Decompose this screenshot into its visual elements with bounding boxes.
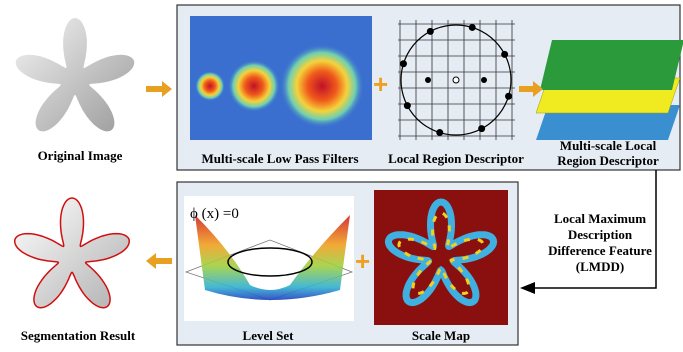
- center: [453, 77, 459, 83]
- label: Level Set: [243, 328, 295, 343]
- equation: ϕ (x) =0: [190, 206, 239, 222]
- label: Local Region Descriptor: [388, 151, 524, 166]
- label: Multi-scale Low Pass Filters: [201, 151, 358, 166]
- label: Difference Feature: [548, 243, 652, 258]
- point: [404, 102, 411, 109]
- label: Scale Map: [412, 328, 470, 343]
- original-shape: [16, 18, 135, 131]
- filter-large: [280, 44, 364, 128]
- svg-text:+: +: [355, 246, 370, 276]
- label: Multi-scale Local: [560, 138, 657, 153]
- point: [481, 77, 487, 83]
- label: Region Descriptor: [557, 153, 659, 168]
- svg-text:+: +: [373, 69, 388, 99]
- point: [469, 24, 476, 31]
- point: [425, 77, 431, 83]
- point: [478, 125, 485, 132]
- diagram: + + Original Image Multi-scale Low Pass F…: [0, 0, 683, 352]
- label: Local Maximum: [554, 211, 646, 226]
- layer: [540, 40, 683, 90]
- point: [436, 129, 443, 136]
- filter-small: [195, 71, 225, 101]
- point: [505, 93, 512, 100]
- arrowhead: [520, 282, 535, 294]
- point: [400, 60, 407, 67]
- segmentation-shape: [15, 198, 130, 308]
- label: Original Image: [38, 148, 123, 163]
- point: [427, 28, 434, 35]
- filter-medium: [228, 60, 280, 112]
- label: (LMDD): [576, 259, 624, 274]
- scale-map: [374, 190, 508, 325]
- point: [501, 51, 508, 58]
- label: Segmentation Result: [21, 328, 136, 343]
- label: Description: [568, 227, 633, 242]
